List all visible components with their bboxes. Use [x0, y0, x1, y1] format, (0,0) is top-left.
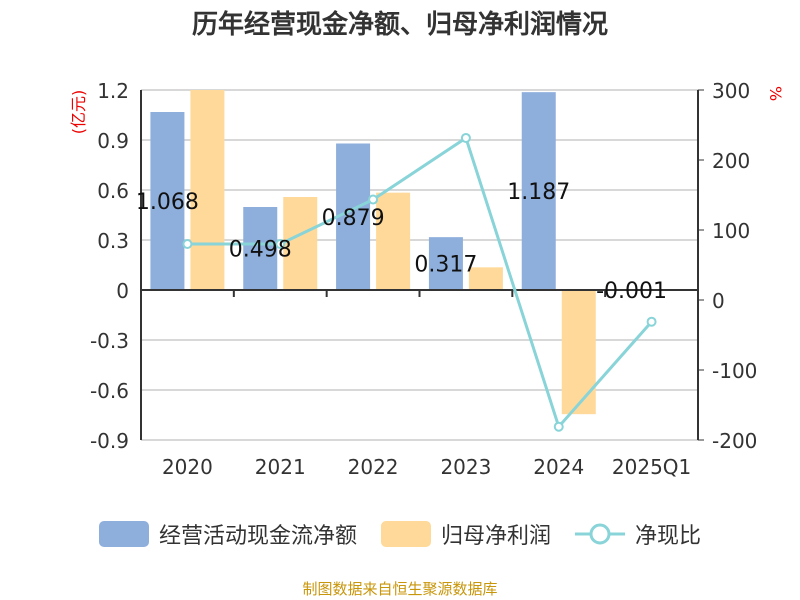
right-tick-label: 0: [712, 289, 725, 313]
cashflow-data-label: 0.879: [322, 206, 385, 231]
x-tick-label: 2022: [348, 455, 399, 479]
legend-label: 归母净利润: [440, 524, 551, 549]
ratio-point: [368, 194, 379, 205]
x-tick-label: 2025Q1: [612, 455, 691, 479]
cashflow-bar: [521, 92, 556, 291]
ratio-point: [182, 239, 193, 249]
profit-bar: [283, 197, 318, 290]
left-tick-label: 0.9: [97, 129, 129, 153]
legend-swatch: [380, 521, 431, 547]
cashflow-bar: [243, 207, 278, 290]
right-tick-label: 300: [712, 79, 750, 103]
source-note: 制图数据来自恒生聚源数据库: [302, 580, 498, 598]
cashflow-bar: [150, 112, 185, 290]
x-tick-label: 2024: [533, 455, 584, 479]
ratio-point: [646, 316, 657, 327]
right-tick-label: 200: [712, 149, 750, 173]
right-tick-label: -100: [712, 359, 757, 383]
x-tick-label: 2023: [440, 455, 491, 479]
ratio-point: [275, 239, 286, 249]
right-axis-label: %: [766, 86, 785, 101]
left-tick-label: 0.3: [97, 229, 129, 253]
legend-label: 经营活动现金流净额: [158, 524, 357, 549]
cashflow-data-label: 1.187: [507, 180, 570, 205]
cashflow-bar: [428, 237, 463, 290]
profit-bar: [376, 192, 411, 290]
cashflow-bar: [336, 143, 371, 290]
left-axis-label: (亿元): [69, 90, 88, 135]
left-tick-label: 0: [116, 279, 129, 303]
left-tick-label: 0.6: [97, 179, 129, 203]
legend-item-profit[interactable]: 归母净利润: [380, 518, 551, 550]
profit-bar: [468, 267, 503, 290]
left-tick-label: 1.2: [97, 79, 129, 103]
legend-swatch: [98, 521, 149, 547]
right-tick-label: -200: [712, 429, 757, 453]
legend-label: 净现比: [635, 524, 702, 549]
profit-bar: [561, 290, 596, 415]
cashflow-data-label: -0.001: [596, 279, 667, 304]
x-tick-label: 2021: [255, 455, 306, 479]
ratio-point: [460, 132, 471, 143]
legend: 经营活动现金流净额 归母净利润 净现比: [0, 518, 800, 550]
legend-line-icon: [575, 523, 625, 545]
cashflow-data-label: 1.068: [136, 190, 199, 215]
left-tick-label: -0.9: [90, 429, 129, 453]
chart-title: 历年经营现金净额、归母净利润情况: [191, 10, 608, 40]
plot-area: [150, 90, 689, 415]
right-tick-label: 100: [712, 219, 750, 243]
ratio-point: [553, 421, 564, 432]
profit-bar: [190, 90, 225, 290]
left-tick-label: -0.6: [90, 379, 129, 403]
legend-item-cashflow[interactable]: 经营活动现金流净额: [98, 518, 357, 550]
left-tick-label: -0.3: [90, 329, 129, 353]
ratio-line: [187, 135, 653, 430]
cashflow-data-label: 0.317: [414, 253, 477, 278]
legend-item-ratio[interactable]: 净现比: [575, 518, 701, 550]
cashflow-data-label: 0.498: [229, 238, 292, 263]
x-tick-label: 2020: [162, 455, 213, 479]
